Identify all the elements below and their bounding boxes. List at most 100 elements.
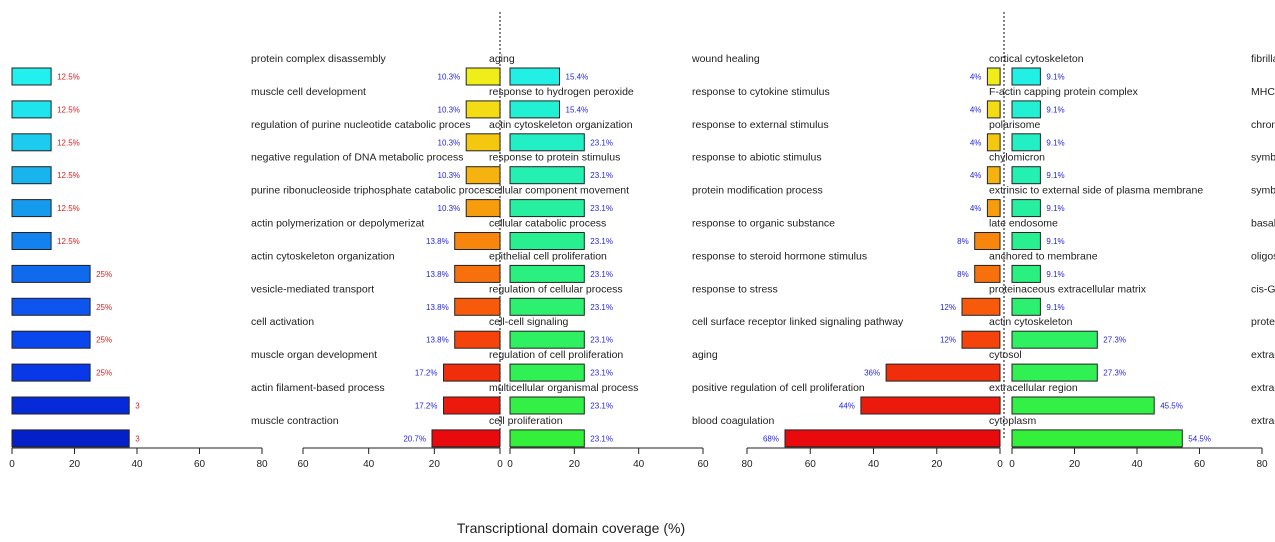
bar [986,100,1001,119]
bar [1011,133,1041,152]
category-label: muscle cell development [251,86,366,98]
data-label: 3 [135,434,140,443]
category-label: basal plasma membrane [1251,218,1275,230]
category-label: chylomicron [989,152,1045,164]
category-label: proteinaceous extracellular matrix [989,283,1147,295]
bar [509,330,585,349]
bar [1011,363,1098,382]
category-label: wound healing [691,53,760,65]
category-label: cellular component movement [489,185,629,197]
bar [11,330,91,349]
x-tick-label: 60 [697,459,709,470]
bar [11,429,130,448]
data-label: 25% [96,336,112,345]
x-tick-label: 20 [429,459,441,470]
category-label: late endosome [989,218,1058,230]
data-label: 10.3% [438,138,461,147]
bar [1011,330,1098,349]
category-label: regulation of cell proliferation [489,349,623,361]
bar [465,166,501,185]
category-label: symbiont-containing vacuole [1251,185,1275,197]
bar [1011,232,1041,250]
data-label: 12.5% [57,105,80,114]
bar [986,67,1001,86]
data-label: 8% [957,270,969,279]
category-label: multicellular organismal process [489,382,638,394]
category-label: actin cytoskeleton organization [489,119,633,131]
data-label: 25% [96,303,112,312]
data-label: 13.8% [426,303,449,312]
data-label: 4% [970,73,982,82]
panel-4: cortical cytoskeleton 4% F-actin capping p… [741,53,1203,470]
data-label: 25% [96,369,112,378]
category-label: response to protein stimulus [489,152,620,164]
category-label: actin polymerization or depolymerizat [251,218,424,230]
bar [1011,264,1041,283]
bar [986,199,1001,218]
category-label: response to organic substance [692,218,835,230]
data-label: 23.1% [590,369,613,378]
bar [509,199,585,218]
category-label: aging [692,349,718,361]
bar [961,330,1001,349]
data-label: 23.1% [590,237,613,246]
data-label: 45.5% [1160,402,1183,411]
category-label: protein modification process [692,185,823,197]
category-label: negative regulation of DNA metabolic pro… [251,152,463,164]
bar [1011,166,1041,185]
category-label: cis-Golgi network [1251,283,1275,295]
bar [509,264,585,283]
data-label: 12% [940,336,956,345]
data-label: 12.5% [57,204,80,213]
x-tick-label: 0 [997,459,1003,470]
bar [11,67,52,86]
data-label: 13.8% [426,270,449,279]
bar [1011,67,1041,86]
category-label: muscle organ development [251,349,377,361]
data-label: 15.4% [566,105,589,114]
data-label: 54.5% [1188,434,1211,443]
data-label: 36% [864,369,880,378]
x-tick-label: 40 [363,459,375,470]
bar [1011,396,1155,415]
x-tick-label: 0 [9,459,15,470]
bar [11,199,52,218]
bar [1011,429,1183,448]
x-tick-label: 40 [1131,459,1143,470]
category-label: cytosol [989,349,1022,361]
category-label: response to abiotic stimulus [692,152,822,164]
data-label: 9.1% [1046,138,1064,147]
category-label: response to stress [692,283,778,295]
data-label: 9.1% [1046,204,1064,213]
bar [11,166,52,185]
data-label: 9.1% [1046,73,1064,82]
data-label: 23.1% [590,434,613,443]
bar [11,100,52,119]
bar [1011,297,1041,316]
bar [509,67,560,86]
bar [509,429,585,448]
bar [454,264,501,283]
x-tick-label: 80 [256,459,268,470]
bar [11,363,91,382]
data-label: 23.1% [590,204,613,213]
category-label: cell surface receptor linked signaling p… [692,316,904,328]
x-tick-label: 60 [194,459,206,470]
data-label: 12.5% [57,138,80,147]
bar [509,297,585,316]
category-label: fibrillar collagen [1251,53,1275,65]
category-label: extrinsic to external side of plasma mem… [989,185,1203,197]
bar [974,264,1001,283]
x-tick-label: 80 [741,459,753,470]
data-label: 4% [970,105,982,114]
category-label: MHC protein complex [1251,86,1275,98]
data-label: 9.1% [1046,303,1064,312]
data-label: 9.1% [1046,270,1064,279]
panel-5: fibrillar collagen 9.1% MHC protein comple… [1009,53,1275,470]
data-label: 4% [970,171,982,180]
bar [961,297,1001,316]
x-tick-label: 0 [1009,459,1015,470]
bar [465,133,501,152]
data-label: 9.1% [1046,105,1064,114]
